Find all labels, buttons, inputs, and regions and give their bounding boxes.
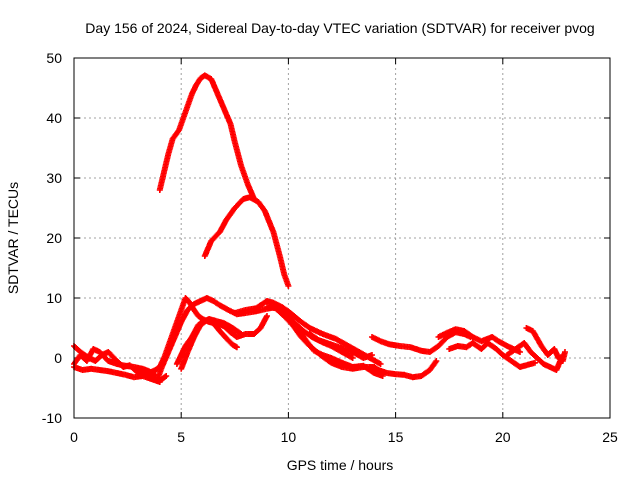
series-arc-r bbox=[135, 367, 170, 384]
y-tick-label: 50 bbox=[46, 50, 62, 66]
x-tick-label: 25 bbox=[602, 429, 618, 445]
data-series bbox=[71, 72, 568, 385]
y-tick-label: 0 bbox=[54, 350, 62, 366]
grid bbox=[74, 58, 610, 418]
data-point-marker bbox=[562, 349, 568, 355]
data-point-marker bbox=[433, 358, 440, 364]
series-arc-peak-47 bbox=[156, 72, 258, 202]
data-point-marker bbox=[369, 352, 375, 358]
series-arc-e bbox=[231, 298, 384, 367]
data-point-marker bbox=[377, 361, 384, 367]
series-arc-peak-27 bbox=[201, 194, 292, 289]
data-point-marker bbox=[163, 373, 170, 379]
plot-border bbox=[73, 57, 611, 419]
x-tick-label: 0 bbox=[70, 429, 78, 445]
data-point-marker bbox=[238, 331, 245, 337]
x-tick-label: 5 bbox=[177, 429, 185, 445]
y-tick-label: 30 bbox=[46, 170, 62, 186]
y-axis-label: SDTVAR / TECUs bbox=[5, 182, 21, 294]
x-tick-label: 15 bbox=[388, 429, 404, 445]
x-tick-label: 10 bbox=[281, 429, 297, 445]
x-axis-label: GPS time / hours bbox=[287, 457, 394, 473]
series-arc-d bbox=[178, 317, 240, 372]
y-tick-label: 20 bbox=[46, 230, 62, 246]
x-tick-label: 20 bbox=[495, 429, 511, 445]
data-point-marker bbox=[349, 355, 356, 361]
y-tick-label: 40 bbox=[46, 110, 62, 126]
series-arc-q bbox=[71, 343, 142, 376]
y-tick-label: -10 bbox=[42, 410, 62, 426]
chart-title: Day 156 of 2024, Sidereal Day-to-day VTE… bbox=[85, 20, 594, 36]
data-point-marker bbox=[264, 313, 270, 319]
data-point-marker bbox=[233, 344, 240, 351]
series-arc-i bbox=[366, 358, 440, 381]
y-tick-label: 10 bbox=[46, 290, 62, 306]
series-arc-g bbox=[285, 313, 386, 379]
data-point-marker bbox=[532, 359, 538, 366]
series-arc-n bbox=[523, 325, 568, 364]
data-point-marker bbox=[285, 283, 292, 289]
series-arc-h bbox=[306, 331, 375, 361]
data-point-marker bbox=[517, 349, 523, 355]
